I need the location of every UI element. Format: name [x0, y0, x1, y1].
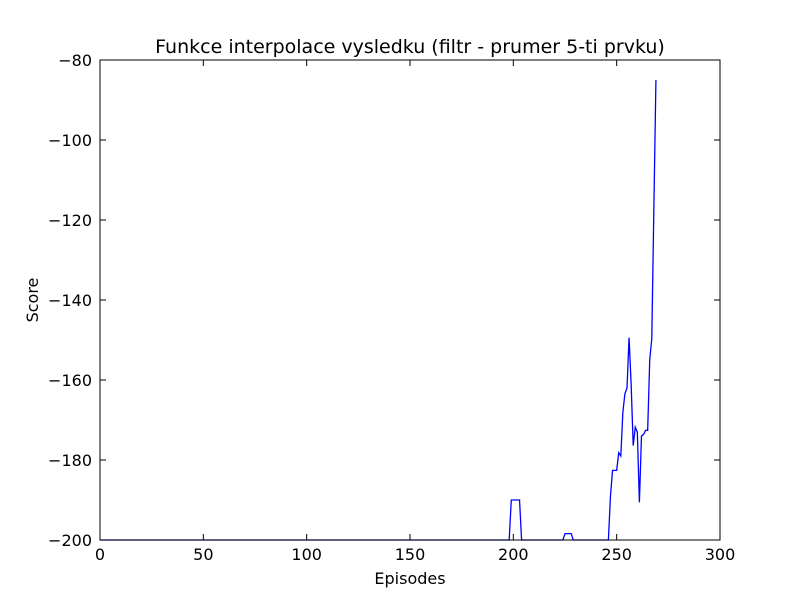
y-tick-label: −160: [48, 371, 92, 390]
plot-area: 0 50 100 150 200 250 300 −200 −180 −160 −140 −120 −1…: [48, 51, 735, 564]
y-tick-label: −140: [48, 291, 92, 310]
x-tick-label: 300: [705, 545, 736, 564]
x-tick-label: 150: [395, 545, 426, 564]
y-axis-label: Score: [23, 278, 42, 323]
x-axis-label: Episodes: [374, 569, 445, 588]
x-tick-label: 0: [95, 545, 105, 564]
x-tick-label: 200: [498, 545, 529, 564]
chart-title: Funkce interpolace vysledku (filtr - pru…: [155, 36, 665, 58]
x-tick-label: 250: [601, 545, 632, 564]
y-tick-label: −180: [48, 451, 92, 470]
y-tick-label: −200: [48, 531, 92, 550]
series-line-0: [100, 79, 657, 541]
x-tick-label: 50: [193, 545, 213, 564]
y-tick-label: −100: [48, 131, 92, 150]
y-tick-label: −120: [48, 211, 92, 230]
plot-frame: [99, 59, 721, 541]
x-tick-label: 100: [291, 545, 322, 564]
y-tick-label: −80: [58, 51, 92, 70]
